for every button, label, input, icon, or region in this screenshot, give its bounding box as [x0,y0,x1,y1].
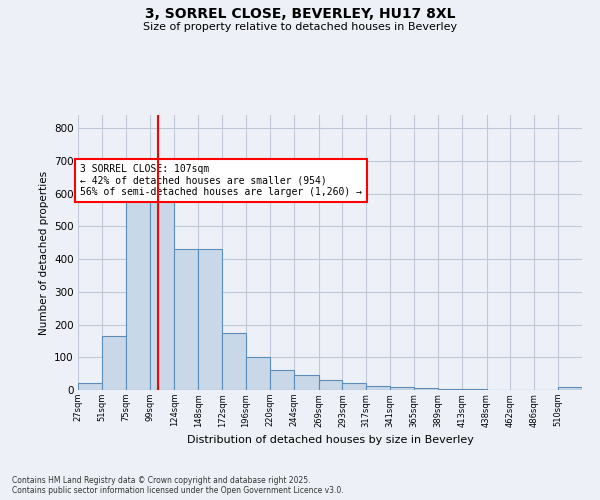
Bar [175,249,198,390]
X-axis label: Distribution of detached houses by size in Beverley: Distribution of detached houses by size … [187,435,473,445]
Bar [126,200,149,390]
Bar [390,388,414,390]
Bar [343,384,366,390]
Bar [366,386,390,390]
Bar [294,376,319,390]
Bar [78,384,102,390]
Text: Contains HM Land Registry data © Crown copyright and database right 2025.
Contai: Contains HM Land Registry data © Crown c… [12,476,344,495]
Y-axis label: Number of detached properties: Number of detached properties [38,170,49,334]
Bar [270,370,294,390]
Bar [222,332,246,390]
Text: Size of property relative to detached houses in Beverley: Size of property relative to detached ho… [143,22,457,32]
Bar [558,388,582,390]
Bar [149,177,175,390]
Bar [246,358,270,390]
Text: 3 SORREL CLOSE: 107sqm
← 42% of detached houses are smaller (954)
56% of semi-de: 3 SORREL CLOSE: 107sqm ← 42% of detached… [80,164,362,198]
Bar [438,389,462,390]
Bar [319,380,343,390]
Bar [198,249,222,390]
Bar [414,388,438,390]
Text: 3, SORREL CLOSE, BEVERLEY, HU17 8XL: 3, SORREL CLOSE, BEVERLEY, HU17 8XL [145,8,455,22]
Bar [102,336,126,390]
